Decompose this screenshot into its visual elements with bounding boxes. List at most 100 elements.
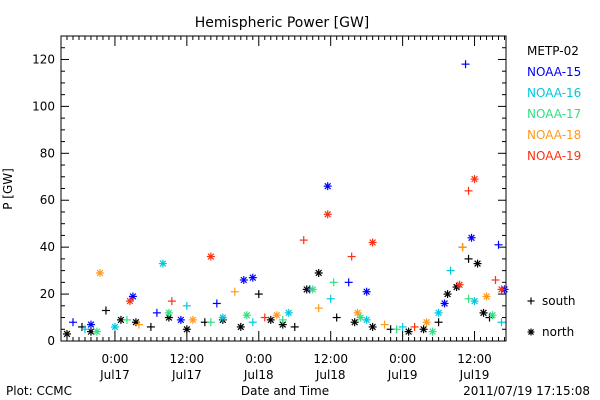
- data-point: [299, 236, 308, 245]
- data-point: [188, 315, 197, 324]
- data-point: [236, 322, 245, 331]
- data-point: [350, 318, 359, 327]
- data-point: [266, 315, 275, 324]
- y-axis-label: P [GW]: [1, 168, 15, 210]
- data-point: [467, 233, 476, 242]
- data-point: [314, 268, 323, 277]
- x-axis: 0:00 Jul17 12:00 Jul17 0:00 Jul18 12:00 Jul18 0:…: [60, 36, 506, 382]
- legend: METP-02 NOAA-15 NOAA-16 NOAA-17 NOAA-18 NOAA-…: [527, 44, 581, 163]
- data-point: [218, 313, 227, 322]
- data-point: [248, 273, 257, 282]
- marker-key: south north: [527, 294, 576, 339]
- data-point: [326, 294, 335, 303]
- y-tick-label: 100: [32, 99, 55, 113]
- marker-key-label: south: [542, 294, 576, 308]
- plot-timestamp: 2011/07/19 17:15:08: [463, 384, 590, 398]
- y-axis: 0 20 40 60 80 100 120: [32, 35, 506, 348]
- x-tick-date-label: Jul19: [459, 368, 490, 382]
- data-point: [458, 243, 467, 252]
- data-point: [239, 276, 248, 284]
- data-point: [206, 318, 215, 327]
- data-point: [110, 322, 119, 331]
- data-point: [464, 254, 473, 263]
- data-point: [362, 287, 371, 296]
- data-point: [434, 308, 443, 317]
- data-point: [284, 308, 293, 317]
- data-point: [434, 318, 443, 327]
- legend-entry: NOAA-18: [527, 128, 581, 142]
- data-point: [488, 311, 497, 320]
- data-point: [68, 318, 77, 327]
- data-point: [473, 259, 482, 268]
- data-point: [440, 299, 449, 308]
- data-point: [464, 186, 473, 195]
- data-point: [461, 60, 470, 69]
- data-point: [344, 278, 353, 287]
- plot-credit: Plot: CCMC: [6, 384, 72, 398]
- data-point: [167, 297, 176, 306]
- data-point: [158, 259, 167, 268]
- data-point: [446, 266, 455, 275]
- data-point: [419, 325, 428, 334]
- data-point: [494, 240, 503, 249]
- legend-entry: NOAA-16: [527, 86, 581, 100]
- data-point: [308, 285, 317, 294]
- x-tick-date-label: Jul17: [99, 368, 130, 382]
- legend-entry: NOAA-17: [527, 107, 581, 121]
- data-point: [230, 287, 239, 296]
- data-point: [248, 318, 257, 327]
- y-tick-label: 60: [40, 193, 55, 207]
- data-point: [260, 313, 269, 322]
- data-point: [206, 252, 215, 261]
- data-point: [479, 308, 488, 317]
- data-point: [182, 301, 191, 310]
- data-point: [410, 322, 419, 331]
- legend-entry: NOAA-15: [527, 65, 581, 79]
- data-point: [491, 276, 500, 284]
- y-tick-label: 20: [40, 287, 55, 301]
- data-point: [464, 294, 473, 303]
- data-point: [332, 313, 341, 322]
- data-point: [92, 327, 101, 336]
- data-point: [455, 280, 464, 289]
- x-tick-date-label: Jul18: [243, 368, 274, 382]
- legend-entry: METP-02: [527, 44, 579, 58]
- data-point: [134, 320, 143, 329]
- data-point: [146, 322, 155, 331]
- data-point: [95, 268, 104, 277]
- x-axis-label: Date and Time: [241, 384, 329, 398]
- y-tick-label: 40: [40, 240, 55, 254]
- data-point: [182, 325, 191, 334]
- data-points: [62, 60, 509, 338]
- data-point: [242, 311, 251, 320]
- data-point: [443, 290, 452, 299]
- y-tick-label: 120: [32, 52, 55, 66]
- marker-key-entry: south: [527, 294, 576, 308]
- data-point: [428, 327, 437, 336]
- data-point: [329, 278, 338, 287]
- data-point: [128, 292, 137, 301]
- data-point: [290, 322, 299, 331]
- data-point: [323, 210, 332, 219]
- x-tick-label: 12:00: [313, 352, 348, 366]
- data-point: [80, 325, 89, 334]
- data-point: [101, 306, 110, 315]
- data-point: [422, 318, 431, 327]
- data-point: [152, 308, 161, 317]
- y-tick-label: 80: [40, 146, 55, 160]
- data-point: [347, 252, 356, 261]
- data-point: [164, 308, 173, 317]
- x-tick-date-label: Jul19: [387, 368, 418, 382]
- chart-title: Hemispheric Power [GW]: [195, 15, 370, 31]
- x-tick-date-label: Jul17: [171, 368, 202, 382]
- data-point: [380, 320, 389, 329]
- data-point: [278, 315, 287, 324]
- data-point: [398, 322, 407, 331]
- y-tick-label: 0: [47, 334, 55, 348]
- x-tick-label: 0:00: [389, 352, 416, 366]
- data-point: [362, 315, 371, 324]
- x-tick-label: 0:00: [101, 352, 128, 366]
- data-point: [470, 297, 479, 306]
- data-point: [176, 315, 185, 324]
- data-point: [122, 315, 131, 324]
